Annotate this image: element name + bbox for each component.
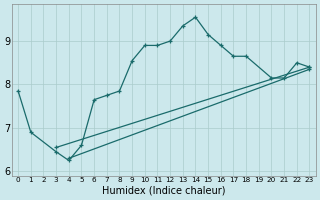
X-axis label: Humidex (Indice chaleur): Humidex (Indice chaleur) (102, 186, 226, 196)
